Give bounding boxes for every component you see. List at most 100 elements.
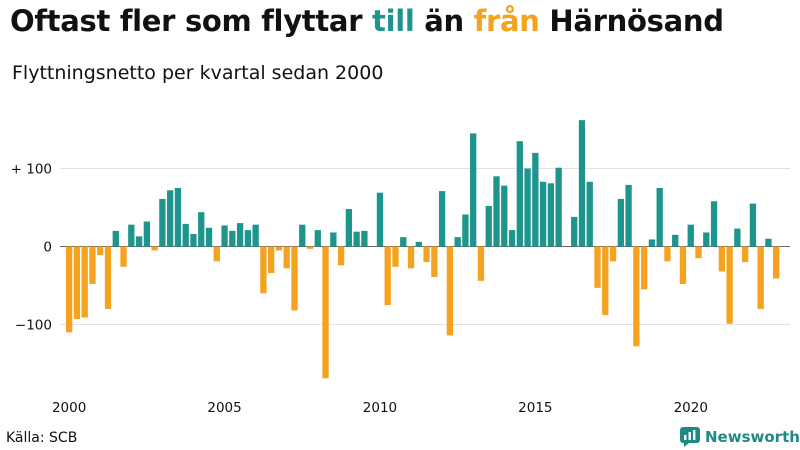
bar-2016K3 (578, 120, 586, 247)
bar-2017K1 (594, 246, 601, 288)
bar-2018K3 (640, 246, 648, 290)
bar-2002K4 (151, 246, 158, 251)
bar-2006K2 (260, 246, 267, 294)
bar-2012K4 (462, 214, 469, 247)
newsworthy-logo[interactable]: Newsworthy (680, 427, 800, 447)
bars (66, 120, 780, 379)
bar-2017K3 (609, 246, 617, 262)
newsworthy-logo-icon (680, 427, 700, 447)
y-tick-label: −100 (15, 318, 52, 334)
bar-2019K1 (656, 188, 663, 247)
bar-2003K1 (159, 198, 166, 247)
bar-2012K2 (446, 246, 454, 336)
bar-2013K3 (485, 205, 492, 247)
bar-2000K3 (81, 246, 88, 318)
y-axis-labels: + 100 0 −100 (11, 162, 52, 334)
bar-2001K1 (97, 246, 104, 256)
bar-2004K4 (213, 246, 220, 262)
bar-2010K1 (376, 192, 384, 247)
bar-2018K1 (625, 184, 632, 247)
bar-2009K1 (345, 209, 353, 247)
bar-2011K1 (407, 246, 415, 269)
bar-2005K1 (221, 225, 228, 247)
bar-2012K3 (454, 237, 461, 247)
bar-2021K3 (734, 228, 741, 247)
bar-2013K1 (470, 133, 477, 247)
bar-2007K2 (291, 246, 298, 311)
bar-2012K1 (438, 191, 446, 247)
bar-2020K1 (687, 224, 694, 247)
bar-2010K4 (400, 237, 407, 247)
bar-2008K4 (337, 246, 345, 266)
bar-2011K4 (431, 246, 438, 277)
bar-2002K2 (135, 236, 143, 247)
bar-2015K3 (547, 183, 555, 247)
x-tick-label: 2010 (363, 400, 397, 416)
chart-title: Oftast fler som flyttar till än från Här… (10, 4, 724, 38)
bar-2008K2 (322, 246, 329, 379)
bar-2002K1 (128, 224, 135, 247)
x-tick-label: 2020 (674, 400, 708, 416)
bar-2013K4 (493, 176, 500, 247)
bar-2000K4 (89, 246, 96, 284)
bar-2005K3 (236, 223, 244, 247)
bar-2003K4 (182, 223, 189, 247)
bar-2020K3 (703, 232, 710, 247)
bar-2018K2 (633, 246, 640, 347)
bar-2003K3 (174, 188, 182, 247)
bar-2000K2 (73, 246, 81, 320)
bar-2013K2 (477, 246, 485, 281)
title-part3: Härnösand (539, 4, 724, 38)
bar-2002K3 (143, 221, 150, 247)
bar-2004K2 (198, 212, 205, 247)
x-tick-label: 2005 (207, 400, 241, 416)
bar-2004K1 (190, 234, 197, 247)
bar-2001K4 (120, 246, 127, 267)
bar-2004K3 (205, 227, 213, 247)
bar-2011K3 (423, 246, 430, 263)
bar-2014K4 (524, 168, 531, 247)
bar-2008K3 (330, 232, 337, 247)
title-till: till (372, 4, 415, 38)
bar-2003K2 (167, 190, 174, 247)
bar-2006K4 (275, 246, 283, 251)
bar-2020K4 (710, 201, 718, 247)
bar-2007K1 (283, 246, 290, 269)
source-note: Källa: SCB (6, 430, 78, 446)
bar-2010K2 (384, 246, 391, 305)
bar-2007K3 (299, 224, 306, 247)
bar-2009K2 (353, 231, 360, 247)
bar-2006K3 (268, 246, 275, 274)
bar-2014K1 (501, 185, 508, 247)
bar-2017K4 (617, 198, 624, 247)
bar-2022K3 (765, 238, 772, 247)
bar-2015K1 (532, 152, 539, 247)
bar-2000K1 (66, 246, 73, 333)
bar-2020K2 (695, 246, 702, 259)
bar-2014K2 (508, 230, 516, 247)
bar-2001K3 (112, 230, 119, 247)
bar-2018K4 (648, 239, 656, 247)
bar-2005K4 (244, 230, 252, 247)
x-tick-label: 2000 (52, 400, 86, 416)
bar-2019K4 (679, 246, 687, 284)
title-part2: än (414, 4, 474, 38)
chart-subtitle: Flyttningsnetto per kvartal sedan 2000 (12, 62, 384, 84)
bar-2016K2 (571, 216, 578, 247)
bar-2011K2 (415, 241, 422, 247)
title-fran: från (473, 4, 540, 38)
bar-2022K1 (749, 203, 757, 247)
bar-2008K1 (314, 230, 321, 247)
bar-2005K2 (229, 230, 236, 247)
bar-2016K4 (586, 181, 593, 247)
bar-2014K3 (516, 141, 523, 247)
bar-2010K3 (392, 246, 399, 267)
bar-2019K3 (672, 234, 679, 247)
bar-2015K2 (539, 181, 547, 247)
x-tick-label: 2015 (518, 400, 552, 416)
bar-2021K2 (726, 246, 733, 324)
x-axis-labels: 2000 2005 2010 2015 2020 (52, 400, 708, 416)
bar-2017K2 (602, 246, 609, 316)
bar-2022K4 (773, 246, 780, 279)
